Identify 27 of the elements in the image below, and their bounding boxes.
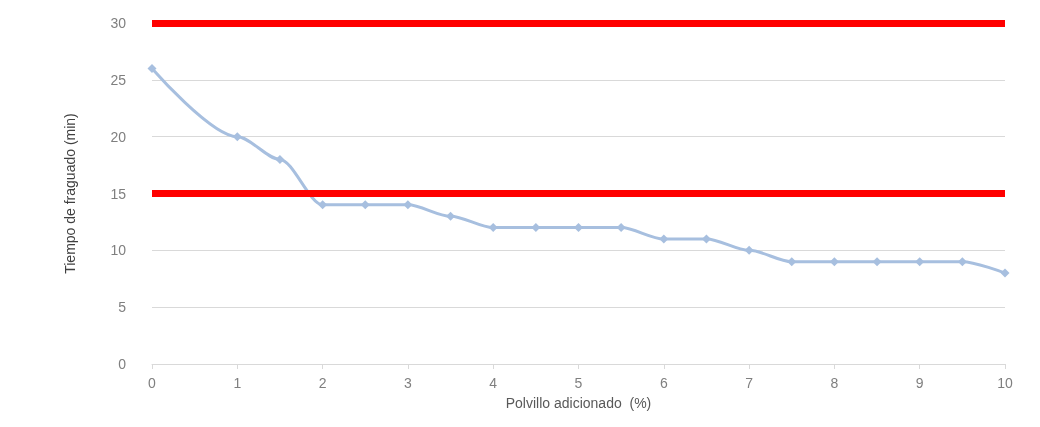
x-tick-label: 1: [233, 375, 242, 391]
x-tick-label: 4: [489, 375, 498, 391]
y-axis-title: Tiempo de fraguado (min): [62, 113, 78, 274]
x-tick-label: 0: [148, 375, 157, 391]
point: [744, 245, 754, 255]
point: [1000, 268, 1010, 278]
y-tick-label: 20: [110, 128, 127, 145]
y-tick-label: 30: [110, 15, 127, 31]
x-tick-label: 7: [745, 375, 754, 391]
x-tick-label: 10: [997, 375, 1013, 391]
point: [232, 132, 242, 142]
y-tick-label: 5: [118, 299, 127, 316]
x-tick-label: 3: [404, 375, 412, 391]
point: [403, 200, 413, 210]
x-tick-label: 9: [915, 375, 924, 391]
x-tick-label: 5: [574, 375, 583, 391]
point: [574, 223, 583, 233]
y-tick-label: 25: [110, 71, 127, 88]
x-axis-title: Polvillo adicionado (%): [505, 395, 652, 411]
point: [275, 154, 285, 164]
x-tick-label: 2: [318, 375, 327, 391]
y-tick-label: 15: [110, 185, 127, 202]
y-tick-label: 10: [110, 242, 127, 259]
point: [147, 63, 157, 73]
y-tick-label: 0: [118, 356, 127, 372]
x-tick-label: 6: [659, 375, 668, 391]
x-tick-label: 8: [830, 375, 839, 391]
